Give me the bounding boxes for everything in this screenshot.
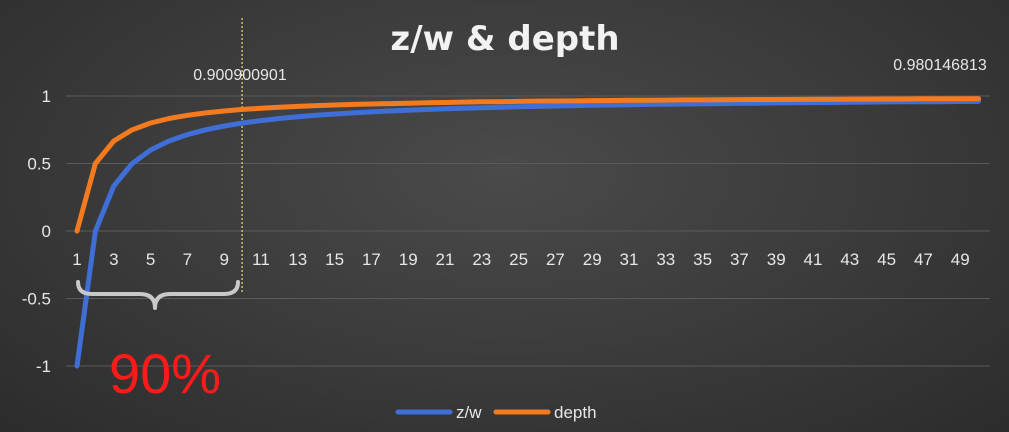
y-tick-label: -0.5 <box>22 290 51 309</box>
x-tick-label: 9 <box>219 250 228 269</box>
x-tick-label: 49 <box>951 250 970 269</box>
brace-icon <box>76 280 240 310</box>
x-tick-label: 7 <box>183 250 192 269</box>
x-tick-label: 29 <box>583 250 602 269</box>
x-tick-label: 43 <box>840 250 859 269</box>
x-tick-label: 33 <box>656 250 675 269</box>
x-tick-label: 41 <box>804 250 823 269</box>
x-tick-label: 39 <box>767 250 786 269</box>
x-tick-label: 5 <box>146 250 155 269</box>
series-line-zw <box>74 98 982 369</box>
x-tick-label: 3 <box>109 250 118 269</box>
x-tick-label: 19 <box>399 250 418 269</box>
series-group <box>74 96 982 369</box>
x-axis-ticks: 1 3 5 7 9 11 13 15 17 19 21 23 25 27 29 31 33 35 37 39 41 43 4… <box>72 250 969 269</box>
x-tick-label: 23 <box>472 250 491 269</box>
y-tick-label: 0 <box>42 222 51 241</box>
y-tick-label: 1 <box>42 87 51 106</box>
x-tick-label: 17 <box>362 250 381 269</box>
x-tick-label: 37 <box>730 250 749 269</box>
y-axis-ticks: 1 0.5 0 -0.5 -1 <box>22 87 51 376</box>
x-tick-label: 45 <box>877 250 896 269</box>
series-line-depth <box>74 96 982 234</box>
x-tick-label: 27 <box>546 250 565 269</box>
legend-label-zw: z/w <box>456 403 482 422</box>
percent-label: 90% <box>109 342 221 405</box>
y-tick-label: -1 <box>36 357 51 376</box>
x-tick-label: 21 <box>436 250 455 269</box>
x-tick-label: 25 <box>509 250 528 269</box>
end-value-label: 0.980146813 <box>893 57 987 74</box>
gridlines <box>66 95 990 367</box>
legend-label-depth: depth <box>554 403 597 422</box>
x-tick-label: 13 <box>288 250 307 269</box>
legend: z/w depth <box>395 403 597 422</box>
x-tick-label: 35 <box>693 250 712 269</box>
chart-title: z/w & depth <box>390 19 619 59</box>
x-tick-label: 1 <box>72 250 81 269</box>
x-tick-label: 31 <box>620 250 639 269</box>
x-tick-label: 15 <box>325 250 344 269</box>
x-tick-label: 47 <box>914 250 933 269</box>
y-tick-label: 0.5 <box>27 155 51 174</box>
x-tick-label: 11 <box>252 250 270 269</box>
marker-value-label: 0.900900901 <box>193 67 287 84</box>
